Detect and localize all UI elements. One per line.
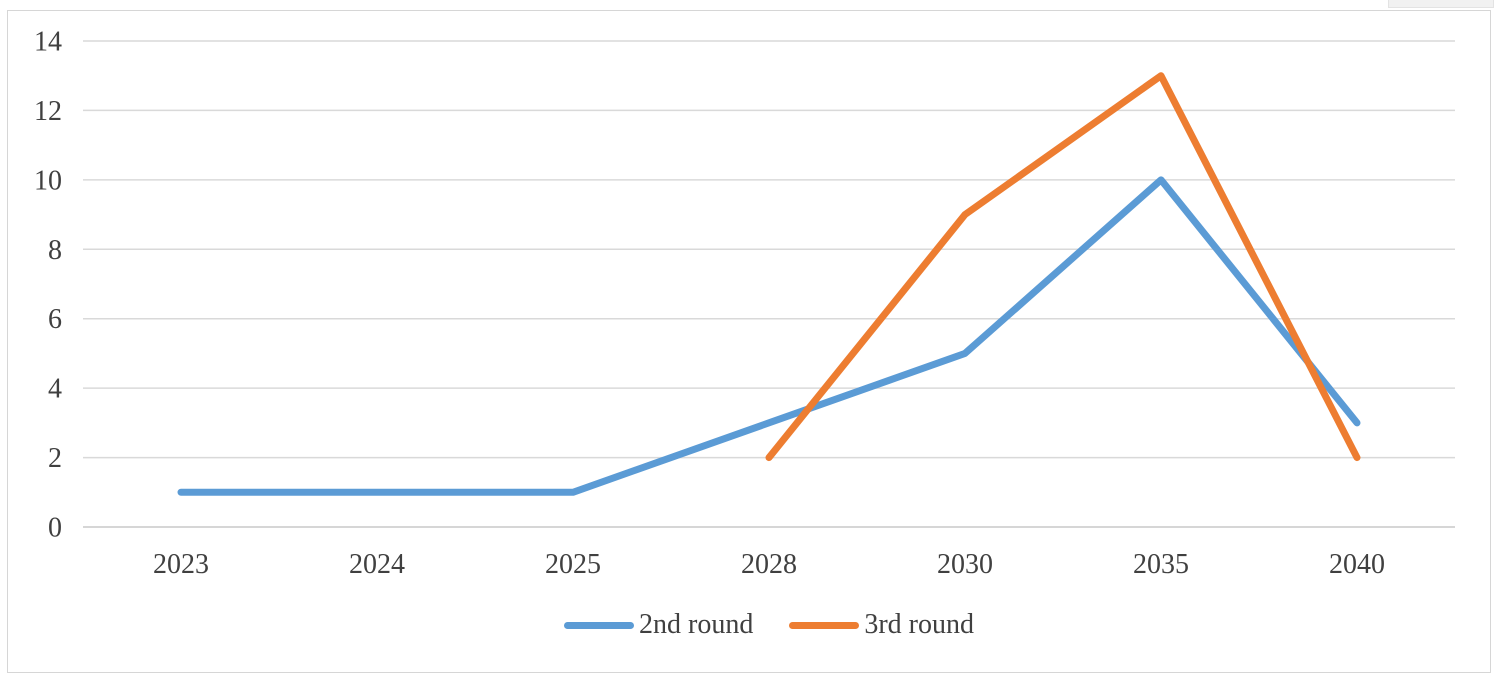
legend-label: 2nd round	[639, 609, 754, 640]
x-tick-label: 2030	[937, 549, 993, 580]
legend-item: 2nd round	[564, 611, 753, 639]
y-tick-label: 14	[34, 27, 62, 58]
legend-marker-3rd-round	[789, 621, 860, 629]
y-tick-label: 2	[48, 443, 62, 474]
x-tick-label: 2023	[153, 549, 209, 580]
y-tick-label: 10	[34, 165, 62, 196]
x-tick-label: 2024	[349, 549, 405, 580]
y-tick-label: 12	[34, 96, 62, 127]
series-line-3rd-round	[765, 72, 1361, 462]
legend-marker-2nd-round	[564, 621, 634, 629]
x-tick-label: 2025	[545, 549, 601, 580]
cropped-element-artifact	[1388, 0, 1494, 8]
x-tick-label: 2028	[741, 549, 797, 580]
x-tick-label: 2040	[1329, 549, 1385, 580]
legend-item: 3rd round	[789, 611, 974, 639]
series-line-2nd-round	[177, 176, 1361, 496]
legend-label: 3rd round	[864, 609, 974, 640]
y-tick-label: 0	[48, 513, 62, 544]
chart-legend: 2nd round 3rd round	[83, 606, 1455, 644]
y-tick-label: 6	[48, 304, 62, 335]
chart-frame	[7, 10, 1491, 673]
y-tick-label: 4	[48, 374, 62, 405]
y-tick-label: 8	[48, 235, 62, 266]
x-tick-label: 2035	[1133, 549, 1189, 580]
